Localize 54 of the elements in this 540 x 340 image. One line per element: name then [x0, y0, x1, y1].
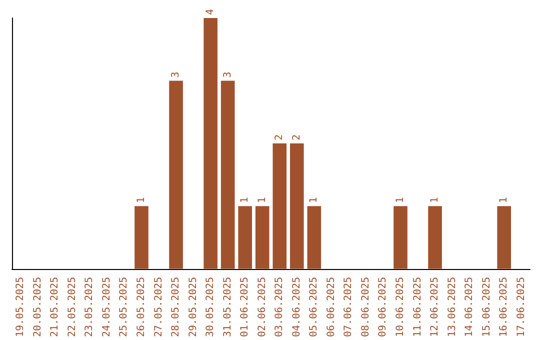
x-tick-label: 30.05.2025 — [205, 276, 216, 338]
bar — [169, 80, 183, 269]
x-tick-label: 31.05.2025 — [222, 276, 234, 338]
x-tick-label: 19.05.2025 — [15, 276, 26, 338]
data-label: 1 — [395, 197, 406, 204]
bar — [238, 206, 252, 269]
data-label: 1 — [430, 197, 441, 204]
data-label: 4 — [205, 8, 216, 15]
x-tick-label: 02.06.2025 — [256, 276, 268, 338]
x-tick-label: 07.06.2025 — [343, 276, 354, 338]
x-tick-label: 26.05.2025 — [136, 276, 147, 338]
data-label: 2 — [274, 134, 286, 140]
data-label: 1 — [256, 197, 268, 204]
bar — [428, 206, 442, 269]
x-tick-label: 15.06.2025 — [481, 276, 492, 338]
x-tick-label: 17.06.2025 — [516, 276, 527, 338]
data-label: 1 — [308, 197, 320, 204]
bar — [307, 206, 322, 269]
x-tick-label: 22.05.2025 — [66, 276, 78, 338]
x-tick-label: 14.06.2025 — [464, 276, 476, 338]
bar — [394, 206, 408, 269]
x-tick-label: 01.06.2025 — [240, 276, 251, 338]
data-label: 2 — [291, 134, 302, 140]
data-label: 1 — [240, 197, 251, 204]
x-tick-label: 25.05.2025 — [118, 276, 130, 338]
x-tick-label: 04.06.2025 — [291, 276, 302, 338]
bar — [255, 206, 270, 269]
bar — [134, 206, 148, 269]
x-tick-label: 05.06.2025 — [308, 276, 320, 338]
bar — [220, 80, 235, 269]
x-tick-label: 24.05.2025 — [101, 276, 112, 338]
x-tick-label: 27.05.2025 — [153, 276, 164, 338]
bar — [272, 143, 287, 269]
x-tick-label: 11.06.2025 — [412, 276, 424, 338]
x-tick-label: 03.06.2025 — [274, 276, 286, 338]
x-tick-label: 28.05.2025 — [170, 276, 182, 338]
x-tick-label: 23.05.2025 — [84, 276, 96, 338]
x-tick-label: 09.06.2025 — [378, 276, 389, 338]
data-label: 1 — [136, 197, 147, 204]
x-tick-label: 20.05.2025 — [32, 276, 44, 338]
x-tick-label: 16.06.2025 — [498, 276, 510, 338]
x-tick-label: 06.06.2025 — [326, 276, 337, 338]
bar — [290, 143, 304, 269]
x-tick-label: 21.05.2025 — [50, 276, 61, 338]
bar — [204, 18, 218, 269]
x-tick-label: 29.05.2025 — [188, 276, 199, 338]
x-tick-label: 12.06.2025 — [430, 276, 441, 338]
bar — [497, 206, 512, 269]
x-tick-label: 10.06.2025 — [395, 276, 406, 338]
data-label: 1 — [498, 197, 510, 204]
x-tick-label: 08.06.2025 — [360, 276, 372, 338]
data-label: 3 — [170, 72, 182, 78]
x-tick-label: 13.06.2025 — [446, 276, 458, 338]
data-label: 3 — [222, 72, 234, 78]
